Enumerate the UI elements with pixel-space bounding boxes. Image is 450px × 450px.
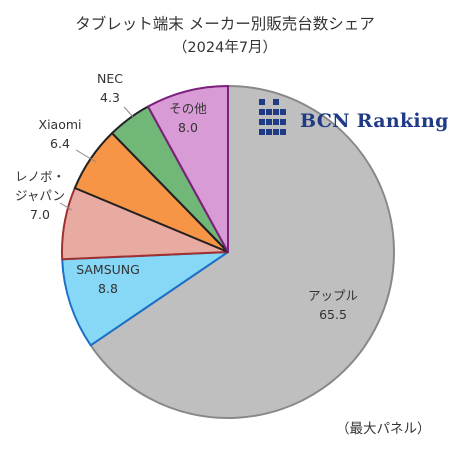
leader-line-4 bbox=[123, 106, 135, 119]
chart-title: タブレット端末 メーカー別販売台数シェア bbox=[75, 15, 375, 33]
brand-name: BCN Ranking bbox=[300, 110, 449, 132]
pie-slice-1 bbox=[61, 251, 229, 347]
data-label-name-1: SAMSUNG bbox=[76, 262, 140, 277]
data-label-name-3: Xiaomi bbox=[39, 117, 82, 132]
data-label-value-1: 8.8 bbox=[98, 281, 118, 296]
chart-subtitle: （2024年7月） bbox=[172, 40, 278, 56]
pie-slice-5 bbox=[147, 85, 229, 253]
data-label-name-2: ジャパン bbox=[15, 188, 65, 203]
data-label-value-5: 8.0 bbox=[178, 120, 198, 135]
data-label-value-0: 65.5 bbox=[319, 307, 347, 322]
data-label-value-2: 7.0 bbox=[30, 207, 50, 222]
data-label-name-0: アップル bbox=[308, 288, 358, 303]
data-label-name-2: レノボ・ bbox=[15, 169, 65, 184]
leader-line-2 bbox=[59, 202, 73, 211]
data-label-name-5: その他 bbox=[169, 101, 207, 116]
leader-line-3 bbox=[75, 149, 97, 163]
data-label-value-4: 4.3 bbox=[100, 90, 120, 105]
bcn-grid-logo-icon bbox=[255, 97, 295, 141]
data-label-name-4: NEC bbox=[97, 71, 123, 86]
footnote: （最大パネル） bbox=[336, 421, 431, 437]
pie-slice-0 bbox=[89, 85, 395, 419]
data-label-value-3: 6.4 bbox=[50, 136, 70, 151]
